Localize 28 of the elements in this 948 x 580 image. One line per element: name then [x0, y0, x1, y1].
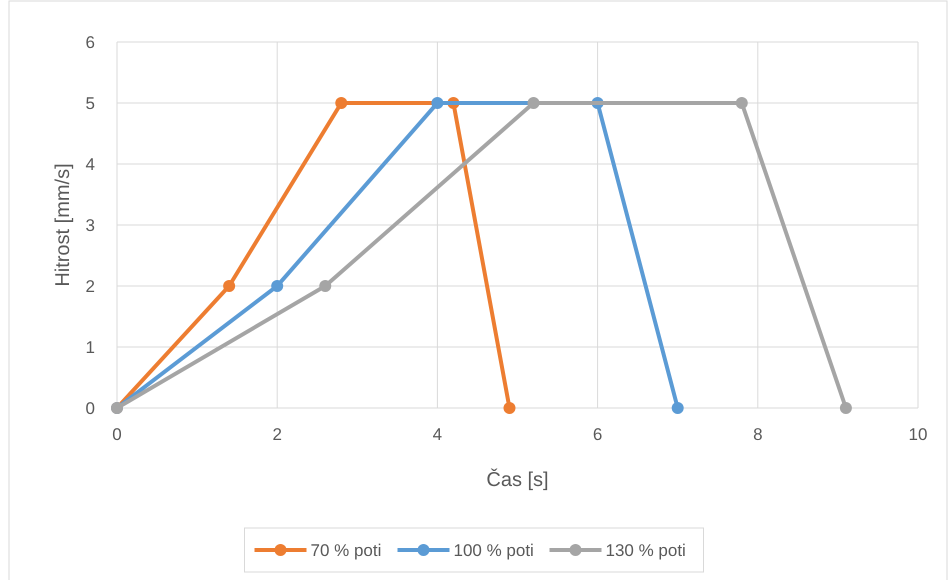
point [503, 402, 516, 414]
y-tick-label: 1 [86, 338, 95, 357]
x-tick-label: 6 [592, 425, 602, 444]
point [271, 280, 284, 292]
x-tick-label: 8 [753, 425, 763, 444]
point [431, 97, 444, 109]
x-tick-label: 2 [272, 425, 282, 444]
y-tick-label: 3 [86, 216, 95, 235]
x-tick-label: 4 [432, 425, 442, 444]
point [335, 97, 348, 109]
point [672, 402, 684, 414]
x-tick-label: 0 [112, 425, 122, 444]
legend-label: 100 % poti [454, 540, 534, 560]
y-tick-label: 6 [86, 32, 95, 52]
point [840, 402, 852, 414]
y-tick-label: 0 [86, 398, 95, 418]
x-axis-title: Čas [s] [486, 468, 549, 491]
y-tick-label: 2 [86, 276, 95, 296]
x-tick-label: 10 [908, 425, 928, 444]
point [736, 97, 748, 109]
y-tick-label: 4 [86, 154, 95, 174]
y-axis-title: Hitrost [mm/s] [52, 163, 74, 287]
y-tick-label: 5 [86, 94, 95, 113]
point [319, 280, 332, 292]
legend-label: 130 % poti [606, 540, 686, 560]
point [528, 97, 540, 109]
point [223, 280, 236, 292]
legend-label: 70 % poti [310, 540, 382, 560]
